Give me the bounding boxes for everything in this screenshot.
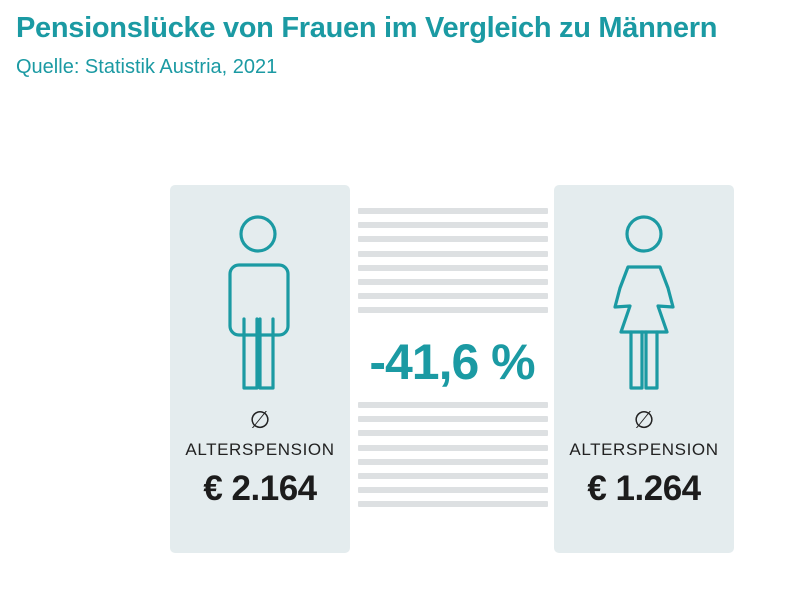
page-title: Pensionslücke von Frauen im Vergleich zu… <box>16 12 718 44</box>
average-symbol: ∅ <box>633 406 655 434</box>
men-pension-label: ALTERSPENSION <box>185 440 335 459</box>
women-pension-value: € 1.264 <box>587 469 701 508</box>
pension-gap-value: -41,6 % <box>369 334 535 390</box>
women-pension-label: ALTERSPENSION <box>569 440 719 459</box>
man-icon <box>228 215 290 390</box>
source-note: Quelle: Statistik Austria, 2021 <box>16 56 278 78</box>
average-symbol: ∅ <box>249 406 271 434</box>
men-pension-value: € 2.164 <box>203 469 317 508</box>
decorative-stripes-top <box>358 208 548 322</box>
women-pension-card: ∅ ALTERSPENSION € 1.264 <box>554 185 734 553</box>
woman-icon <box>613 215 675 390</box>
men-pension-card: ∅ ALTERSPENSION € 2.164 <box>170 185 350 553</box>
decorative-stripes-bottom <box>358 402 548 516</box>
